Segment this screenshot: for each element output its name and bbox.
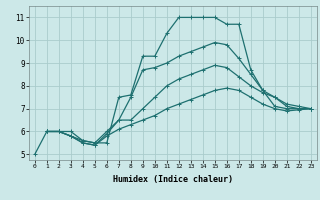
X-axis label: Humidex (Indice chaleur): Humidex (Indice chaleur) — [113, 175, 233, 184]
